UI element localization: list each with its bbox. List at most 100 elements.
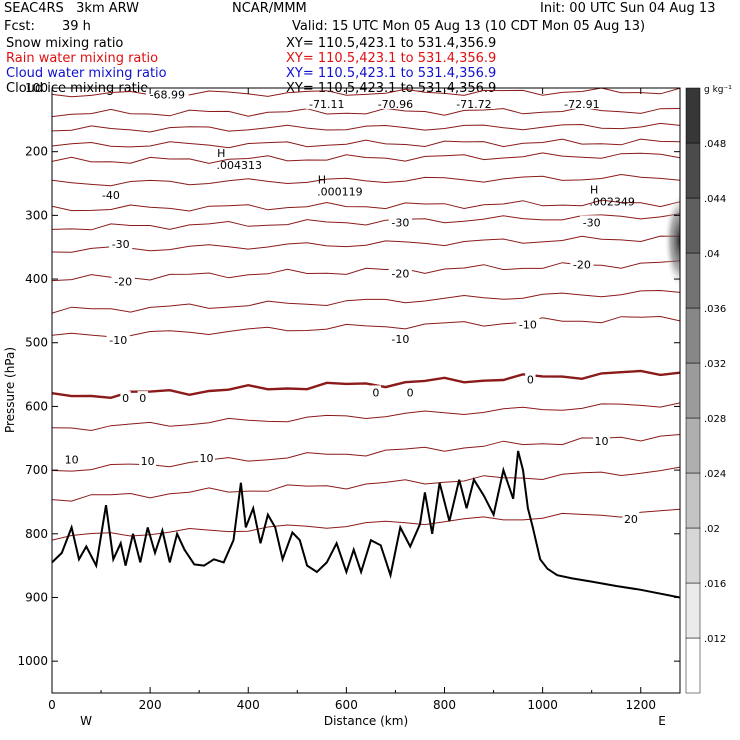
contour-label: 0 [372,386,379,399]
colorbar-tick-label: .028 [704,414,726,425]
contour-line-m10 [52,289,680,314]
contour-label: 0 [527,374,534,387]
contour-label: 10 [65,453,79,466]
extremum-symbol: H [590,184,598,197]
contour-label-bg [388,331,412,344]
y-tick-label: 900 [25,590,48,604]
y-tick-label: 200 [25,145,48,159]
contour-line-m5 [52,315,680,338]
contour-label-bg [560,96,604,109]
cloud-ice-blob [664,192,680,289]
organization-label: NCAR/MMM [232,1,307,16]
contour-label-bg [404,385,416,398]
contour-label-bg [525,372,536,385]
field-xy-rain: XY= 110.5,423.1 to 531.4,356.9 [286,51,497,66]
contour-label: -72.91 [564,98,599,111]
colorbar-cell [685,582,701,639]
cloud-ice-shading [664,192,680,289]
colorbar-tick-label: .04 [704,249,720,260]
contour-label: -30 [391,216,409,229]
init-time: Init: 00 UTC Sun 04 Aug 13 [540,1,716,16]
y-tick-label: 1000 [17,654,48,668]
contour-line-0 [52,369,680,400]
contour-label-bg [370,385,382,398]
contour-label: -68.99 [150,88,185,101]
field-name-cloud-water: Cloud water mixing ratio [6,66,167,81]
colorbar-tick-label: .032 [704,359,726,370]
colorbar-tick-label: .048 [704,139,726,150]
x-tick-label: 200 [139,698,162,712]
colorbar-unit: g kg⁻¹ [704,85,732,95]
field-xy-snow: XY= 110.5,423.1 to 531.4,356.9 [286,36,497,51]
y-tick-label: 600 [25,399,48,413]
colorbar: .012 .016 .02 .024 .028 .032 .036 .04 .044 .048 g … [685,85,732,694]
y-tick-label: 400 [25,272,48,286]
contour-line-10 [52,434,680,472]
contour-label: -10 [391,333,409,346]
contour-label: -30 [112,238,130,251]
contour-line-m40 [52,152,680,164]
contour-line-m25 [52,213,680,231]
contour-label: -20 [573,258,591,271]
colorbar-tick-label: .036 [704,304,726,315]
contour-label-bg [63,452,81,465]
x-tick-label: 400 [237,698,260,712]
colorbar-cell [685,87,701,144]
extremum-value: .002349 [589,196,635,209]
contour-label-bg [146,87,189,100]
y-tick-label: 800 [25,527,48,541]
contour-line-15 [52,466,680,502]
colorbar-cell [685,362,701,419]
contour-label: -71.11 [309,98,344,111]
contour-label: -20 [391,267,409,280]
contour-label: 20 [624,513,638,526]
terrain-profile [52,450,680,599]
plot-frame [51,87,681,694]
contour-label-bg [305,96,348,109]
contour-label: -10 [519,318,537,331]
forecast-hour: 39 h [62,19,91,34]
field-name-rain: Rain water mixing ratio [6,51,159,66]
temperature-contours [52,88,680,541]
field-xy-cloud-water: XY= 110.5,423.1 to 531.4,356.9 [286,66,497,81]
y-tick-label: 500 [25,336,48,350]
contour-label: -10 [109,334,127,347]
colorbar-tick-label: .02 [704,524,720,535]
colorbar-cell [685,417,701,474]
contour-label: 0 [122,392,129,405]
contour-label-bg [388,266,412,279]
contour-label-bg [593,433,610,446]
terrain-line [52,450,680,599]
x-tick-label: 0 [48,698,56,712]
colorbar-tick-label: .012 [704,634,726,645]
contour-label-bg [109,237,133,250]
y-tick-label: 100 [25,81,48,95]
x-tick-label: 800 [433,698,456,712]
contour-label: 10 [141,455,155,468]
colorbar-tick-label: .016 [704,579,726,590]
contour-label: 0 [407,386,414,399]
colorbar-cell [685,142,701,199]
x-tick-label: 1200 [625,698,656,712]
west-label: W [80,714,92,728]
contour-label-bg [516,317,540,330]
contour-line-m20 [52,235,680,253]
contour-line-m30 [52,199,680,212]
colorbar-tick-label: .024 [704,469,726,480]
model-title: SEAC4RS 3km ARW [4,1,140,16]
contour-label: 10 [200,452,214,465]
extremum-symbol: H [318,174,326,187]
contour-label: -30 [583,216,601,229]
contour-label-bg [139,454,157,467]
colorbar-cell [685,637,701,694]
contour-label: 0 [139,392,146,405]
x-tick-label: 600 [335,698,358,712]
contour-line-5 [52,402,680,432]
contour-label: -20 [114,276,132,289]
contour-line-m45 [52,138,680,149]
contour-label-bg [99,187,123,200]
contour-label-bg [580,215,604,228]
x-axis-title: Distance (km) [324,714,408,728]
contour-label: 10 [595,435,609,448]
